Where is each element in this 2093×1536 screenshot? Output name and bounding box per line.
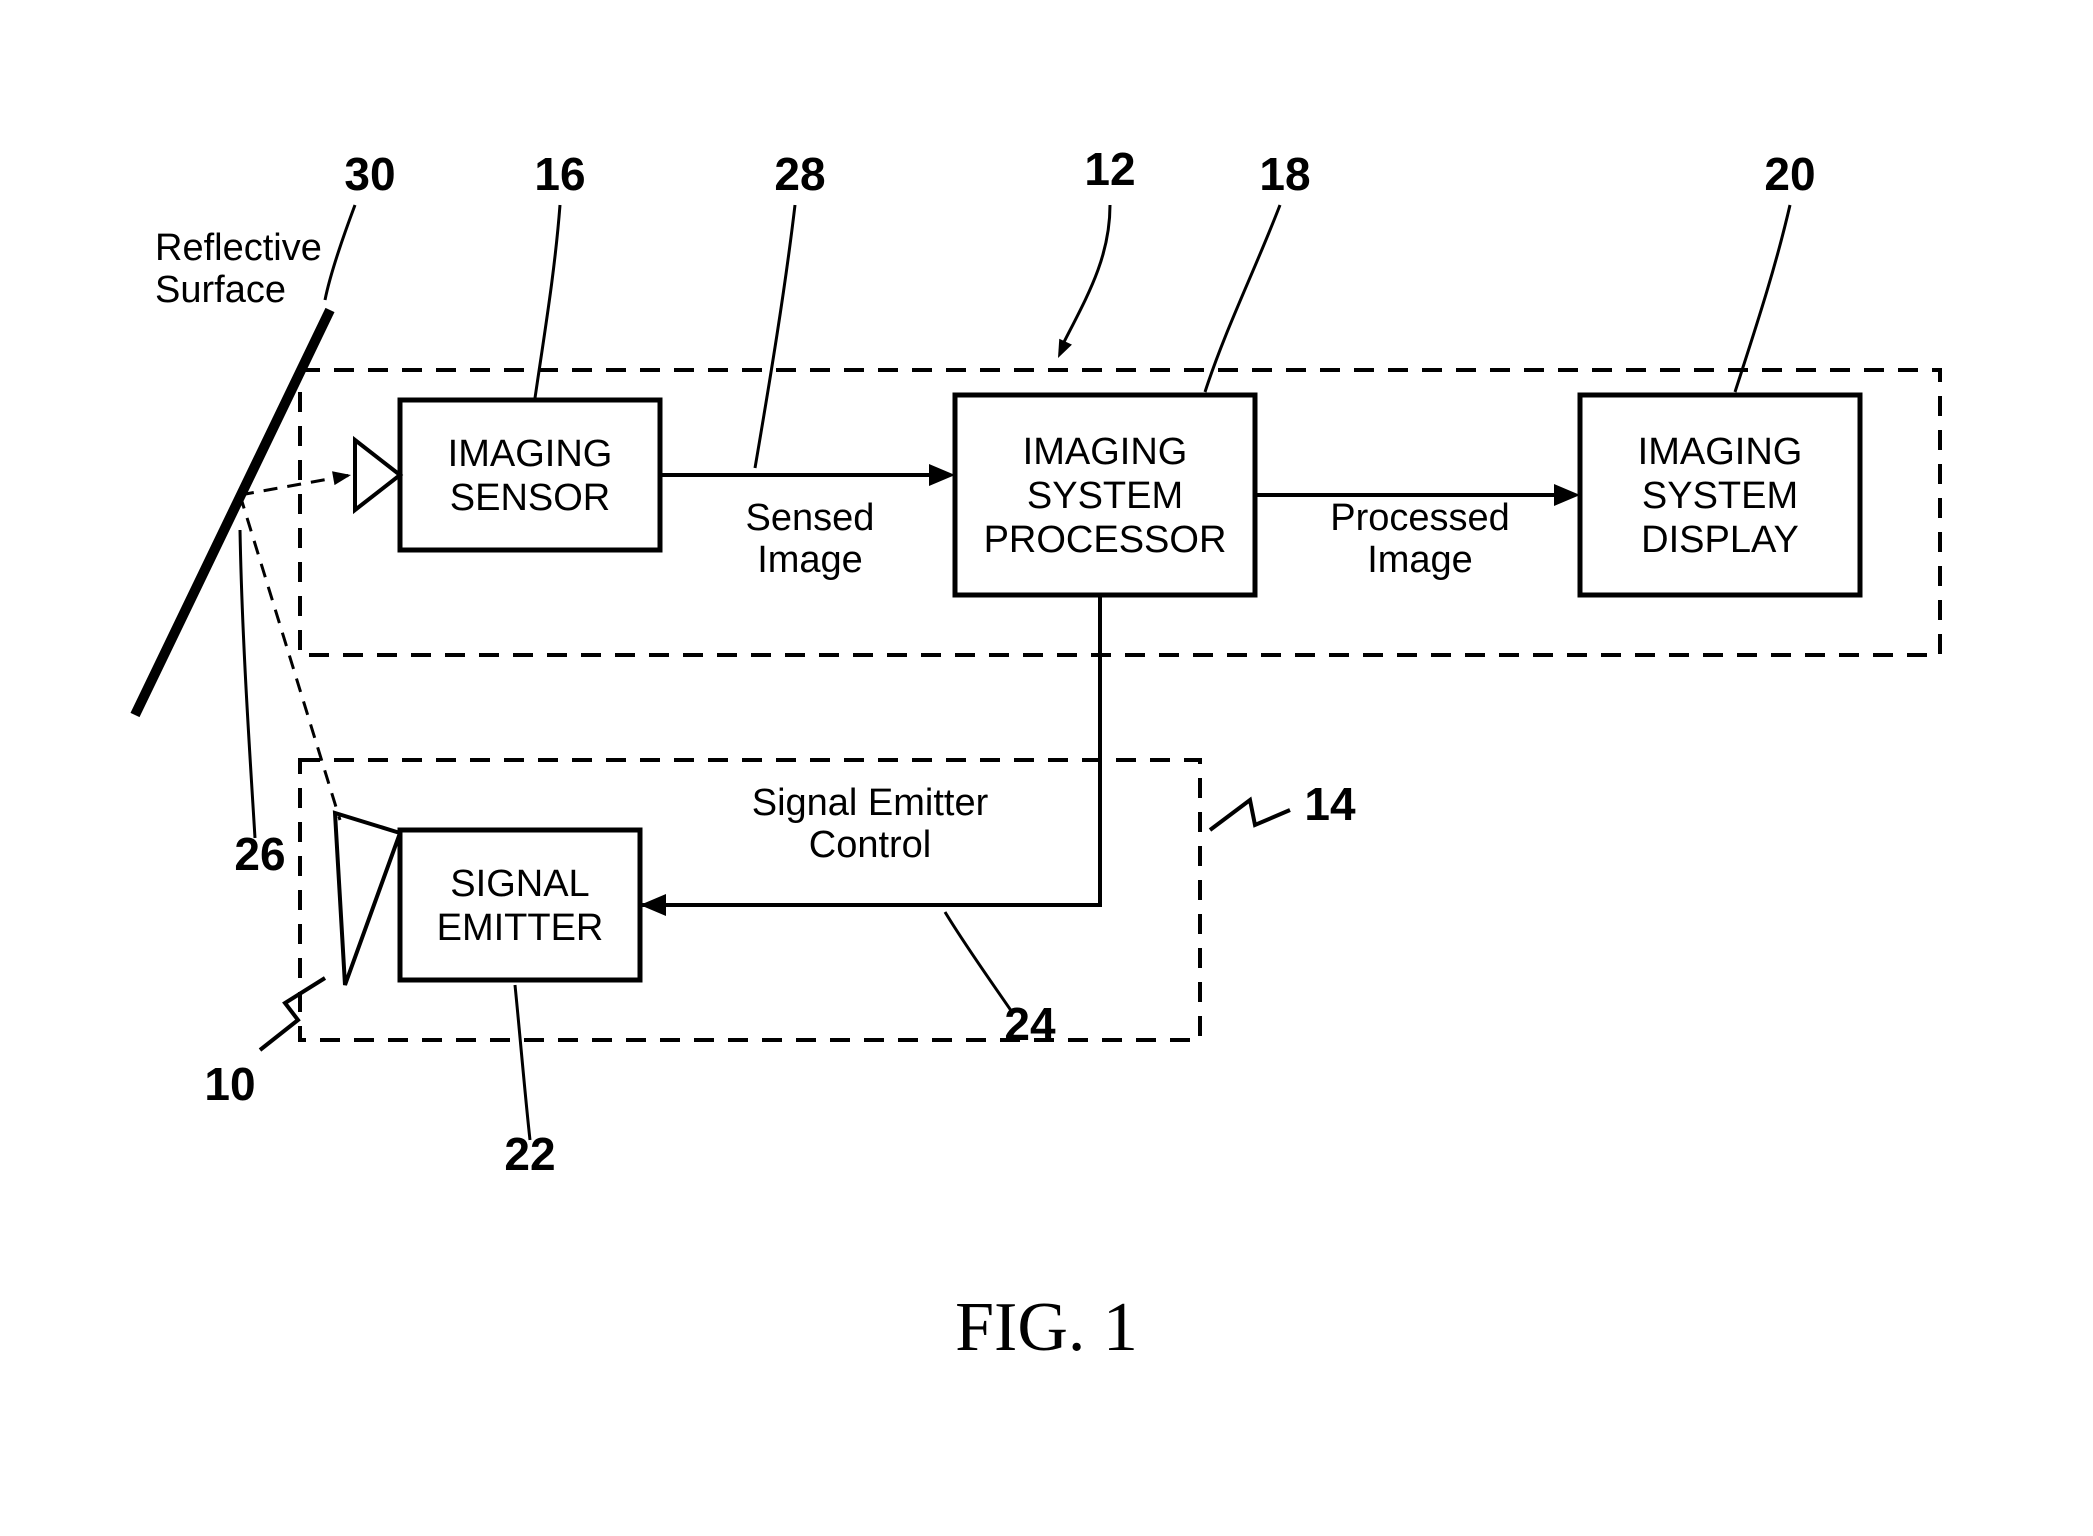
svg-text:26: 26 (234, 828, 285, 880)
svg-text:Control: Control (809, 824, 932, 866)
svg-text:EMITTER: EMITTER (437, 907, 604, 949)
svg-text:18: 18 (1259, 148, 1310, 200)
svg-text:PROCESSOR: PROCESSOR (984, 519, 1227, 561)
svg-text:Sensed: Sensed (746, 497, 875, 539)
svg-text:Processed: Processed (1330, 497, 1510, 539)
svg-text:Image: Image (1367, 539, 1473, 581)
svg-text:10: 10 (204, 1058, 255, 1110)
svg-text:Reflective: Reflective (155, 227, 322, 269)
svg-text:30: 30 (344, 148, 395, 200)
svg-text:20: 20 (1764, 148, 1815, 200)
svg-text:FIG. 1: FIG. 1 (955, 1289, 1138, 1366)
svg-text:24: 24 (1004, 998, 1056, 1050)
svg-text:SIGNAL: SIGNAL (450, 863, 589, 905)
svg-text:Signal Emitter: Signal Emitter (752, 782, 989, 824)
svg-text:16: 16 (534, 148, 585, 200)
svg-text:SYSTEM: SYSTEM (1027, 475, 1183, 517)
svg-text:Image: Image (757, 539, 863, 581)
svg-text:22: 22 (504, 1128, 555, 1180)
svg-text:SENSOR: SENSOR (450, 477, 610, 519)
svg-text:SYSTEM: SYSTEM (1642, 475, 1798, 517)
svg-text:12: 12 (1084, 143, 1135, 195)
svg-text:28: 28 (774, 148, 825, 200)
svg-text:DISPLAY: DISPLAY (1641, 519, 1799, 561)
svg-text:IMAGING: IMAGING (448, 433, 613, 475)
svg-text:Surface: Surface (155, 269, 286, 311)
svg-text:IMAGING: IMAGING (1023, 431, 1188, 473)
svg-text:14: 14 (1304, 778, 1356, 830)
svg-text:IMAGING: IMAGING (1638, 431, 1803, 473)
